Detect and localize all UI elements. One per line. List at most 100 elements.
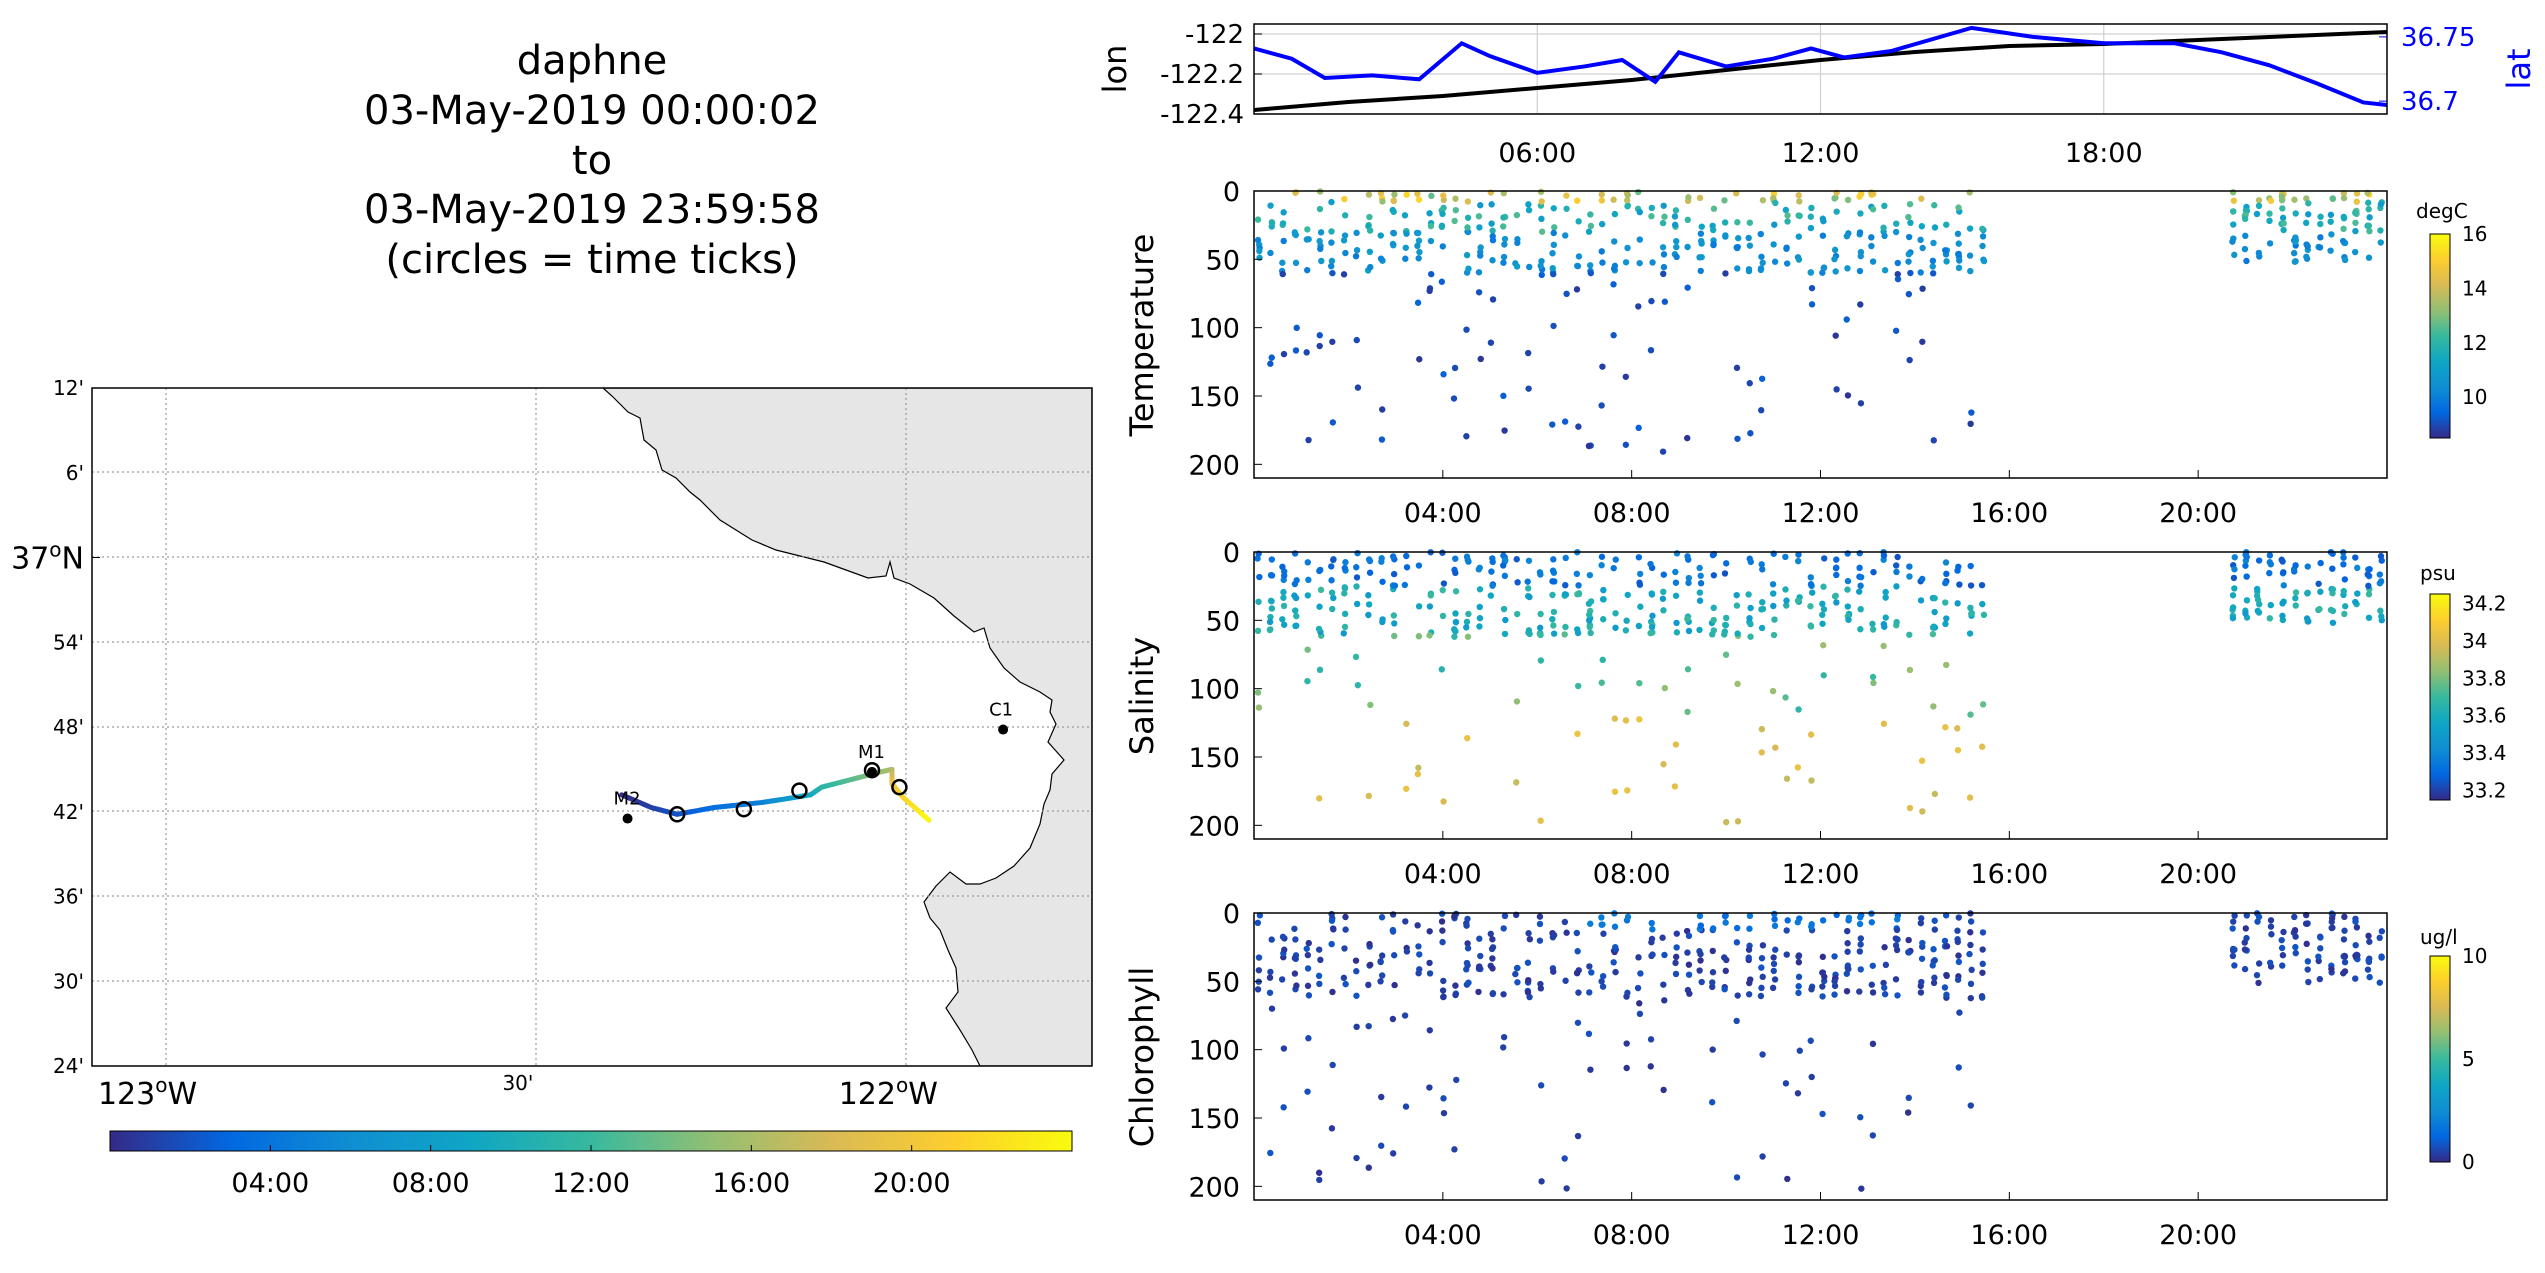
data-point: [1622, 441, 1630, 448]
data-point: [1723, 560, 1730, 567]
data-point: [1905, 258, 1912, 265]
data-point: [1770, 194, 1777, 202]
data-point: [1353, 583, 1360, 590]
data-point: [1611, 923, 1619, 930]
data-point: [2365, 199, 2372, 206]
data-point: [1426, 928, 1433, 935]
data-point: [1955, 264, 1963, 272]
data-point: [1967, 929, 1974, 936]
data-point: [1845, 965, 1852, 973]
data-point: [2352, 554, 2359, 561]
lat-axis-label: lat: [2500, 48, 2538, 89]
data-point: [1647, 629, 1654, 637]
data-point: [1843, 232, 1851, 240]
data-point: [2317, 934, 2324, 941]
data-point: [1734, 680, 1741, 688]
data-point: [2327, 218, 2334, 225]
data-point: [1758, 954, 1766, 962]
chlorophyll-colorbar-label: ug/l: [2420, 925, 2458, 949]
data-point: [1390, 197, 1398, 205]
data-point: [1328, 262, 1335, 270]
data-point: [1966, 630, 1974, 637]
data-point: [1722, 651, 1730, 658]
temperature-colorbar: [2429, 233, 2451, 439]
data-point: [2340, 214, 2348, 222]
data-point: [1415, 562, 1423, 569]
data-point: [1291, 954, 1299, 962]
data-point: [1365, 191, 1373, 198]
data-point: [1403, 191, 1410, 198]
data-point: [1647, 1063, 1654, 1070]
data-point: [1598, 248, 1605, 255]
data-point: [1537, 262, 1544, 270]
data-point: [1955, 563, 1962, 571]
data-point: [1684, 949, 1691, 956]
colorbar-tick-label: 5: [2462, 1047, 2475, 1071]
data-point: [1808, 204, 1815, 212]
data-point: [1758, 253, 1765, 260]
lon-lat-lines: [1253, 25, 2388, 112]
data-point: [1316, 342, 1323, 350]
data-point: [1771, 916, 1778, 923]
data-point: [1304, 226, 1311, 233]
data-point: [1586, 262, 1594, 269]
depth-tick-label: 150: [1188, 1104, 1240, 1135]
data-point: [1353, 992, 1360, 999]
data-point: [2253, 585, 2261, 593]
colorbar-tick-label: 10: [2462, 944, 2487, 968]
lon-tick-label: -122.2: [1160, 60, 1244, 90]
data-point: [1771, 910, 1778, 918]
data-point: [1807, 603, 1814, 610]
data-point: [1919, 244, 1926, 252]
data-point: [2231, 554, 2238, 561]
data-point: [1452, 610, 1459, 617]
data-point: [1378, 972, 1386, 979]
data-point: [1734, 219, 1741, 226]
data-point: [1660, 263, 1668, 271]
data-point: [1696, 564, 1703, 572]
data-point: [1783, 927, 1790, 934]
title-line-1: daphne: [517, 38, 668, 84]
data-point: [1857, 252, 1864, 260]
lon-line: [1253, 30, 2388, 112]
data-point: [1428, 192, 1435, 200]
data-point: [1464, 633, 1472, 640]
data-point: [1906, 563, 1913, 570]
data-point: [2305, 211, 2312, 218]
data-point: [1280, 588, 1287, 596]
data-point: [1403, 564, 1411, 571]
data-point: [1304, 951, 1312, 959]
data-point: [1340, 974, 1348, 982]
depth-tick-label: 100: [1188, 1036, 1240, 1067]
data-point: [1967, 980, 1975, 988]
data-point: [1463, 553, 1471, 560]
data-point: [1426, 970, 1434, 977]
data-point: [2352, 219, 2359, 226]
salinity-colorbar: [2429, 593, 2451, 801]
colorbar-tick-label: 33.2: [2462, 779, 2507, 803]
data-point: [1562, 977, 1569, 984]
data-point: [1844, 603, 1851, 610]
data-point: [2340, 936, 2348, 943]
data-point: [1882, 614, 1889, 621]
data-point: [1266, 618, 1274, 626]
data-point: [1796, 198, 1803, 205]
data-point: [1537, 1082, 1545, 1089]
data-point: [1280, 602, 1288, 610]
data-point: [1574, 629, 1582, 637]
data-point: [2266, 210, 2273, 217]
data-point: [1513, 263, 1521, 270]
data-point: [2255, 557, 2263, 564]
data-point: [1796, 1047, 1803, 1054]
data-point: [1610, 332, 1617, 339]
data-point: [1514, 979, 1521, 986]
data-point: [2255, 609, 2263, 616]
data-point: [1929, 270, 1937, 277]
data-point: [1893, 916, 1901, 923]
data-point: [1869, 206, 1877, 213]
data-point: [1894, 992, 1901, 999]
data-point: [1489, 257, 1496, 264]
data-point: [1686, 990, 1693, 997]
data-point: [1809, 589, 1816, 596]
data-point: [1783, 951, 1790, 958]
